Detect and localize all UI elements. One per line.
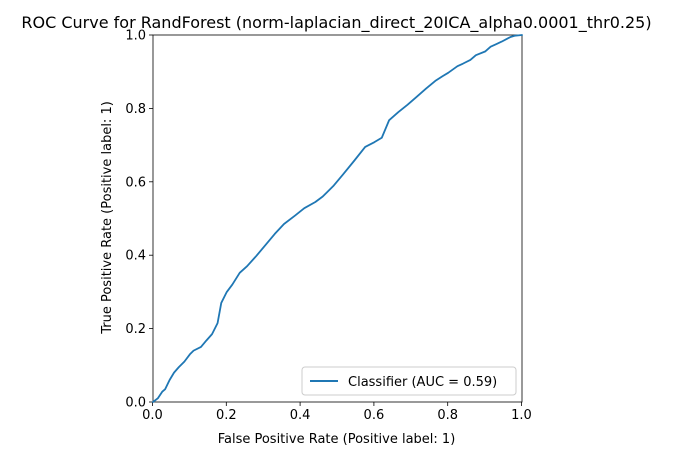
x-axis-label: False Positive Rate (Positive label: 1) [218, 432, 456, 447]
y-tick-label: 1.0 [125, 29, 146, 44]
plot-area: 0.0 0.2 0.4 0.6 0.8 1.0 0.0 0.2 0.4 0.6 0.8 1.0 [125, 29, 532, 424]
y-axis-label: True Positive Rate (Positive label: 1) [100, 101, 115, 335]
y-tick-label: 0.4 [125, 249, 146, 264]
y-tick-label: 0.0 [125, 396, 146, 411]
x-tick-label: 0.0 [142, 408, 163, 423]
y-tick-label: 0.8 [125, 102, 146, 117]
legend-box [301, 366, 517, 396]
y-tick-label: 0.6 [125, 175, 146, 190]
x-tick-label: 0.4 [290, 408, 311, 423]
axes-frame [152, 34, 523, 403]
x-tick-label: 0.2 [216, 408, 237, 423]
x-tick-label: 0.6 [364, 408, 385, 423]
x-tick-label: 1.0 [511, 408, 532, 423]
x-tick-label: 0.8 [437, 408, 458, 423]
roc-curve-line [152, 34, 523, 403]
legend-label: Classifier (AUC = 0.59) [348, 375, 497, 390]
y-tick-label: 0.2 [125, 322, 146, 337]
chart-title: ROC Curve for RandForest (norm-laplacian… [21, 13, 651, 33]
legend: Classifier (AUC = 0.59) [301, 366, 517, 396]
